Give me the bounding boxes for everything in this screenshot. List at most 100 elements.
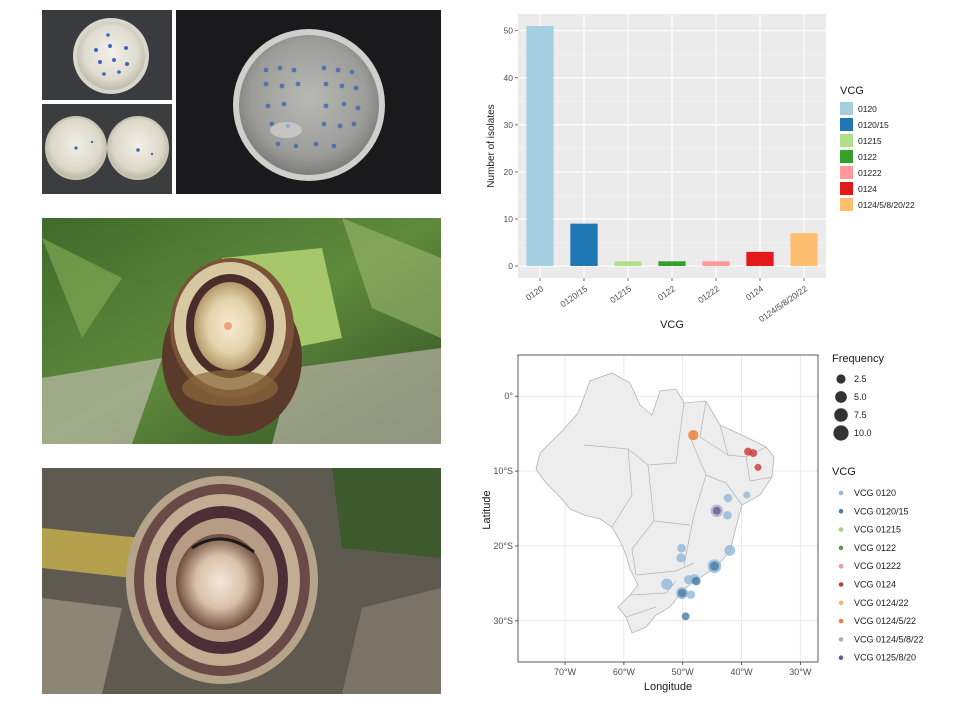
petri-dish-large-photo xyxy=(176,10,441,194)
brazil-vcg-map: 70°W 60°W 50°W 40°W 30°W 0° 10°S 20°S 30°S Long… xyxy=(481,353,924,693)
color-legend-dot xyxy=(838,637,844,642)
bar-0124-5-8-20-22 xyxy=(790,233,818,266)
bar-x-tick-label: 0122 xyxy=(656,283,677,302)
size-legend-title: Frequency xyxy=(832,353,884,365)
color-legend-label: VCG 0120/15 xyxy=(854,506,909,516)
state-border xyxy=(653,520,691,526)
size-legend-label: 10.0 xyxy=(854,428,872,438)
bar-0120-15 xyxy=(570,223,598,266)
bar-legend-swatch xyxy=(840,102,853,115)
bar-01215 xyxy=(614,261,642,266)
color-legend-dot xyxy=(838,527,844,532)
map-x-axis-label: Longitude xyxy=(644,681,692,693)
map-y-axis-label: Latitude xyxy=(481,490,493,529)
size-legend-label: 5.0 xyxy=(854,392,867,402)
bar-legend-label: 01222 xyxy=(858,168,882,178)
map-x-tick-label: 30°W xyxy=(789,667,812,677)
state-border xyxy=(611,448,633,528)
banana-pseudostem-cross-section-photo xyxy=(42,468,441,694)
bar-legend-swatch xyxy=(840,166,853,179)
size-legend-dot xyxy=(833,425,849,441)
size-legend-dot xyxy=(836,374,846,384)
vcg-bar-chart: 0 10 20 30 40 50 0120 0120/15 01215 0122 01222 012… xyxy=(486,14,915,331)
color-legend-label: VCG 0122 xyxy=(854,543,896,553)
bar-legend-swatch xyxy=(840,182,853,195)
bar-legend-swatch xyxy=(840,134,853,147)
state-border xyxy=(683,436,707,566)
state-border xyxy=(699,400,729,456)
color-legend-dot xyxy=(838,655,844,660)
color-legend-label: VCG 0124/5/22 xyxy=(854,616,916,626)
bar-legend-label: 0120 xyxy=(858,104,877,114)
bar-legend-title: VCG xyxy=(840,85,864,97)
state-border xyxy=(675,402,685,464)
map-point xyxy=(683,575,694,585)
bar-legend-label: 0124 xyxy=(858,184,877,194)
color-legend-label: VCG 0124/5/8/22 xyxy=(854,634,924,644)
size-legend-dot xyxy=(834,408,848,422)
map-point xyxy=(686,590,696,599)
size-legend-dot xyxy=(835,391,847,403)
bar-x-tick-label: 01215 xyxy=(608,283,633,305)
map-y-tick-label: 10°S xyxy=(493,466,513,476)
bar-x-tick-label: 0120/15 xyxy=(558,283,589,309)
map-point xyxy=(709,561,720,571)
color-legend-label: VCG 01215 xyxy=(854,525,901,535)
map-panel-border xyxy=(517,354,819,663)
map-point xyxy=(677,543,686,553)
bar-y-tick-label: 50 xyxy=(504,26,514,36)
color-legend-dot xyxy=(838,545,844,551)
bar-y-tick-label: 0 xyxy=(508,261,513,271)
bar-legend-label: 0124/5/8/20/22 xyxy=(858,200,915,210)
bar-legend-label: 0122 xyxy=(858,152,877,162)
petri-dish-pair-photo xyxy=(42,104,172,194)
state-border xyxy=(635,562,695,576)
bar-0124 xyxy=(746,251,774,266)
bar-0122 xyxy=(658,261,686,266)
map-y-tick-label: 0° xyxy=(504,391,513,401)
bar-y-tick-label: 10 xyxy=(504,214,514,224)
bar-legend: VCG 0120 0120/15 01215 0122 01222 0124 0124/5/… xyxy=(840,85,915,211)
bar-y-tick-label: 20 xyxy=(504,167,514,177)
color-legend-title: VCG xyxy=(832,466,856,478)
state-border xyxy=(583,444,677,466)
bar-x-tick-label: 01222 xyxy=(696,283,721,305)
state-border xyxy=(629,580,677,596)
map-point xyxy=(712,506,721,515)
map-point xyxy=(743,491,751,499)
color-legend-label: VCG 0124 xyxy=(854,580,896,590)
color-legend-label: VCG 0124/22 xyxy=(854,598,909,608)
map-point xyxy=(676,553,686,563)
bar-y-axis-label: Number of isolates xyxy=(486,104,497,187)
map-point xyxy=(677,588,687,598)
color-legend-dot xyxy=(838,563,844,569)
bar-legend-swatch xyxy=(840,198,853,211)
color-legend-dot xyxy=(838,490,844,496)
map-point xyxy=(681,612,690,621)
vcg-color-legend: VCG VCG 0120 VCG 0120/15 VCG 01215 VCG 0122… xyxy=(832,466,924,663)
color-legend-dot xyxy=(838,509,844,514)
state-border xyxy=(625,606,657,618)
map-point xyxy=(724,545,736,556)
bar-legend-label: 01215 xyxy=(858,136,882,146)
bar-legend-swatch xyxy=(840,118,853,131)
map-x-tick-label: 40°W xyxy=(730,667,753,677)
bar-legend-label: 0120/15 xyxy=(858,120,889,130)
map-x-tick-label: 50°W xyxy=(672,667,695,677)
map-point xyxy=(661,578,673,590)
map-point xyxy=(723,510,732,520)
map-point xyxy=(688,429,699,441)
bar-x-axis-label: VCG xyxy=(660,319,684,331)
state-border xyxy=(745,456,773,482)
color-legend-label: VCG 0125/8/20 xyxy=(854,653,916,663)
bar-01222 xyxy=(702,261,730,266)
state-border xyxy=(705,474,743,506)
color-legend-dot xyxy=(838,600,844,606)
map-x-tick-label: 60°W xyxy=(613,667,636,677)
bar-x-tick-label: 0120 xyxy=(524,283,545,302)
bar-x-tick-label: 0124 xyxy=(744,283,765,302)
bar-y-tick-label: 40 xyxy=(504,73,514,83)
map-point xyxy=(691,576,701,586)
map-x-tick-label: 70°W xyxy=(554,667,577,677)
bar-x-tick-label: 0124/5/8/20/22 xyxy=(757,283,809,324)
